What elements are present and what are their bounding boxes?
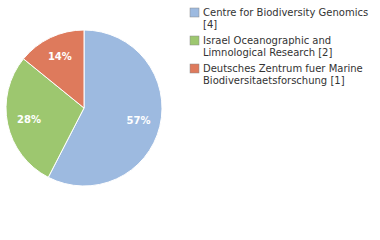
legend-swatch [190,64,199,73]
legend-label-line: Biodiversitaetsforschung [1] [203,75,345,86]
legend-label-line: Limnological Research [2] [203,47,332,58]
pie [6,30,162,186]
data-label: 28% [17,114,41,125]
data-label: 14% [48,51,72,62]
legend-label-line: [4] [203,19,217,30]
pie-slice [23,30,84,108]
legend: Centre for Biodiversity Genomics[4] Israe… [190,7,368,86]
data-labels: 57% 28% 14% [17,51,150,126]
legend-item: Centre for Biodiversity Genomics[4] [190,7,368,30]
legend-item: Deutsches Zentrum fuer MarineBiodiversit… [190,63,363,86]
legend-swatch [190,36,199,45]
legend-label: Israel Oceanographic andLimnological Res… [203,35,332,58]
legend-label-line: Centre for Biodiversity Genomics [203,7,368,18]
legend-label: Centre for Biodiversity Genomics[4] [203,7,368,30]
legend-label-line: Israel Oceanographic and [203,35,331,46]
legend-swatch [190,8,199,17]
legend-item: Israel Oceanographic andLimnological Res… [190,35,332,58]
legend-label: Deutsches Zentrum fuer MarineBiodiversit… [203,63,363,86]
chart: 57% 28% 14% Centre for Biodiversity Genomic… [0,0,380,240]
data-label: 57% [127,115,151,126]
legend-label-line: Deutsches Zentrum fuer Marine [203,63,363,74]
